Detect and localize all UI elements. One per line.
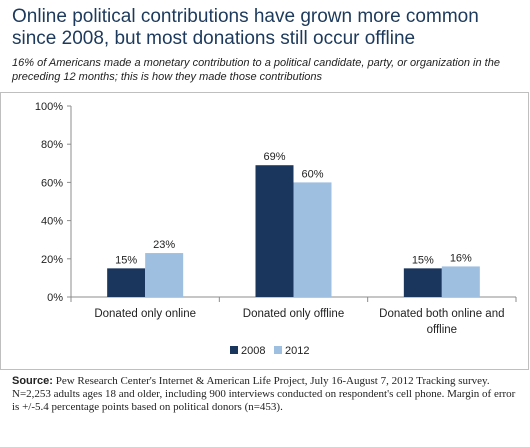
bar-2008 [403,268,442,297]
y-tick-label: 20% [41,254,63,266]
data-label: 16% [450,252,472,264]
data-label: 23% [153,239,175,251]
x-category-label: Donated only offline [243,308,344,320]
x-category-label: offline [427,324,457,336]
data-label: 15% [412,254,434,266]
y-tick-label: 0% [47,292,63,304]
legend-label-2008: 2008 [241,345,265,357]
y-tick-label: 100% [35,101,63,113]
legend-label-2012: 2012 [285,345,309,357]
x-category-label: Donated only online [94,308,196,320]
bar-2008 [107,268,146,297]
chart-subtitle: 16% of Americans made a monetary contrib… [12,57,500,83]
chart-frame [0,92,529,370]
y-tick-label: 40% [41,216,63,228]
bar-chart: 0% 20% 40% 60% 80% 100% 15% 23% Donated only onl… [0,92,529,370]
x-category-label: Donated both online and [379,308,504,320]
source-text: Pew Research Center's Internet & America… [12,375,516,413]
data-label: 69% [263,151,285,163]
bar-2008 [255,165,294,297]
source-note: Source: Pew Research Center's Internet &… [12,375,522,414]
legend-swatch-2012 [274,346,282,354]
bar-2012 [293,182,332,297]
bar-2012 [145,253,184,297]
bar-2012 [441,266,480,297]
data-label: 60% [301,168,323,180]
source-label: Source: [12,375,53,387]
chart-title: Online political contributions have grow… [12,6,479,49]
y-tick-label: 80% [41,139,63,151]
legend-swatch-2008 [230,346,238,354]
data-label: 15% [115,254,137,266]
y-tick-label: 60% [41,177,63,189]
